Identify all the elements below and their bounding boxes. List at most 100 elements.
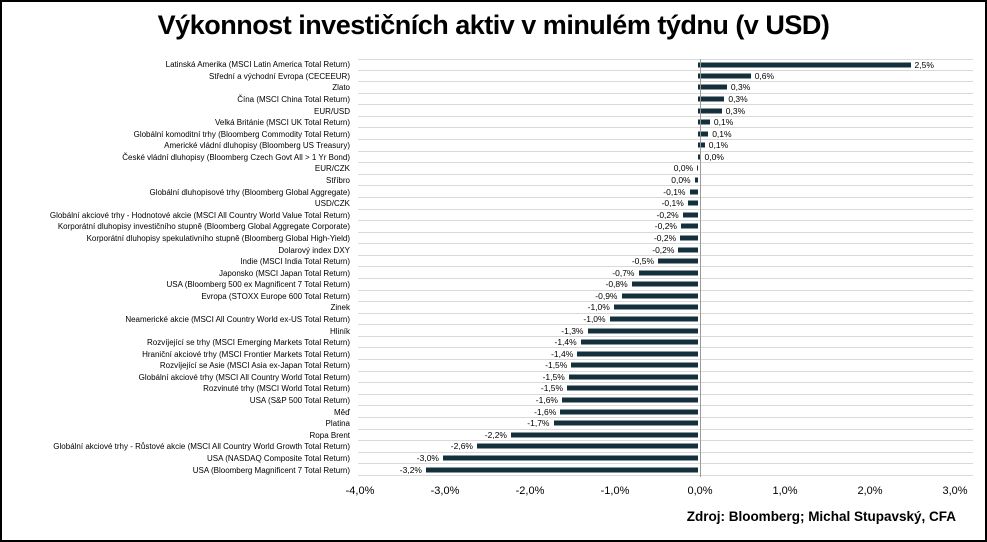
category-label: Dolarový index DXY bbox=[278, 245, 350, 255]
bar-row: Indie (MSCI India Total Return) -0,5% bbox=[30, 256, 975, 268]
category-label: Čína (MSCI China Total Return) bbox=[237, 95, 350, 105]
category-label: Střední a východní Evropa (CECEEUR) bbox=[209, 71, 350, 81]
value-label: -0,7% bbox=[612, 267, 635, 278]
data-bar bbox=[698, 96, 725, 102]
data-bar bbox=[698, 154, 701, 160]
data-bar bbox=[477, 443, 698, 449]
value-label: -1,7% bbox=[527, 418, 550, 429]
bar-row: USA (S&P 500 Total Return) -1,6% bbox=[30, 395, 975, 407]
bar-row: Evropa (STOXX Europe 600 Total Return) -0… bbox=[30, 291, 975, 303]
plot-cell: -2,2% bbox=[358, 430, 973, 442]
plot-cell: -1,5% bbox=[358, 360, 973, 372]
category-label: Americké vládní dluhopisy (Bloomberg US … bbox=[164, 141, 350, 151]
bar-row: Zinek -1,0% bbox=[30, 302, 975, 314]
plot-cell: -0,2% bbox=[358, 221, 973, 233]
category-label: USA (Bloomberg Magnificent 7 Total Retur… bbox=[192, 465, 350, 475]
x-axis-tick: -4,0% bbox=[345, 485, 375, 497]
data-bar bbox=[426, 467, 698, 473]
value-label: -1,0% bbox=[587, 302, 610, 313]
data-bar bbox=[443, 455, 698, 461]
value-label: -3,2% bbox=[399, 464, 422, 475]
bar-row: USD/CZK -0,1% bbox=[30, 198, 975, 210]
plot-cell: 0,1% bbox=[358, 128, 973, 141]
bar-row: Měď -1,6% bbox=[30, 406, 975, 418]
data-bar bbox=[621, 293, 698, 299]
plot-cell: -3,0% bbox=[358, 453, 973, 465]
bar-row: Globální akciové trhy - Hodnotové akcie … bbox=[30, 210, 975, 222]
bar-row: Rozvíjející se Asie (MSCI Asia ex-Japan … bbox=[30, 360, 975, 372]
x-axis-tick: 2,0% bbox=[857, 485, 883, 497]
value-label: -1,3% bbox=[561, 325, 584, 336]
category-label: Platina bbox=[325, 419, 350, 429]
value-label: 0,0% bbox=[704, 151, 724, 162]
data-bar bbox=[560, 409, 698, 415]
category-label: Globální akciové trhy - Růstové akcie (M… bbox=[53, 442, 350, 452]
bar-row: Dolarový index DXY -0,2% bbox=[30, 244, 975, 256]
bar-row: Latinská Amerika (MSCI Latin America Tot… bbox=[30, 59, 975, 71]
data-bar bbox=[580, 339, 698, 345]
plot-cell: 0,3% bbox=[358, 94, 973, 106]
plot-cell: -0,9% bbox=[358, 291, 973, 303]
value-label: -1,0% bbox=[583, 314, 606, 324]
plot-cell: 0,0% bbox=[358, 152, 973, 164]
data-bar bbox=[698, 84, 727, 90]
zero-axis-line bbox=[700, 59, 701, 477]
plot-cell: -0,1% bbox=[358, 198, 973, 210]
data-bar bbox=[698, 119, 710, 125]
data-bar bbox=[698, 73, 751, 79]
category-label: Globální akciové trhy - Hodnotové akcie … bbox=[49, 210, 350, 220]
data-bar bbox=[680, 235, 698, 241]
category-label: Indie (MSCI India Total Return) bbox=[240, 257, 350, 267]
value-label: -0,2% bbox=[654, 221, 677, 232]
data-bar bbox=[687, 200, 698, 206]
value-label: -1,5% bbox=[542, 371, 565, 382]
plot-cell: -1,6% bbox=[358, 395, 973, 407]
bar-row: Globální akciové trhy (MSCI All Country … bbox=[30, 372, 975, 384]
value-label: 0,6% bbox=[754, 70, 775, 81]
plot-area: Latinská Amerika (MSCI Latin America Tot… bbox=[30, 59, 975, 476]
plot-cell: 0,6% bbox=[358, 71, 973, 83]
data-bar bbox=[631, 281, 698, 287]
category-label: Globální dluhopisové trhy (Bloomberg Glo… bbox=[149, 187, 350, 197]
category-label: Neamerické akcie (MSCI All Country World… bbox=[125, 315, 350, 324]
chart-title: Výkonnost investičních aktiv v minulém t… bbox=[157, 10, 830, 40]
category-label: Korporátní dluhopisy investičního stupně… bbox=[57, 222, 350, 232]
data-bar bbox=[698, 131, 709, 137]
bar-row: Hraniční akciové trhy (MSCI Frontier Mar… bbox=[30, 348, 975, 361]
bar-row: EUR/USD 0,3% bbox=[30, 105, 975, 117]
x-axis-tick: 1,0% bbox=[772, 485, 798, 497]
plot-cell: -0,8% bbox=[358, 279, 973, 291]
plot-cell: -1,6% bbox=[358, 406, 973, 418]
plot-cell: -1,0% bbox=[358, 314, 973, 326]
plot-cell: 2,5% bbox=[358, 59, 973, 71]
x-axis-tick: -2,0% bbox=[515, 485, 545, 497]
category-label: Zinek bbox=[330, 303, 350, 313]
data-bar bbox=[562, 397, 698, 403]
plot-cell: 0,0% bbox=[358, 163, 973, 175]
category-label: EUR/USD bbox=[313, 106, 350, 116]
bar-row: Rozvinuté trhy (MSCI World Total Return)… bbox=[30, 383, 975, 395]
bar-row: Americké vládní dluhopisy (Bloomberg US … bbox=[30, 140, 975, 152]
value-label: 0,0% bbox=[673, 163, 694, 174]
plot-cell: 0,3% bbox=[358, 82, 973, 94]
plot-cell: 0,3% bbox=[358, 105, 973, 117]
category-label: Ropa Brent bbox=[309, 430, 350, 440]
category-label: Hraniční akciové trhy (MSCI Frontier Mar… bbox=[142, 349, 350, 359]
data-bar bbox=[571, 362, 698, 368]
value-label: 0,1% bbox=[708, 140, 729, 151]
plot-cell: -1,0% bbox=[358, 302, 973, 314]
value-label: -0,1% bbox=[663, 186, 686, 197]
value-label: -1,5% bbox=[540, 383, 564, 394]
category-label: Hliník bbox=[329, 326, 350, 336]
value-label: -0,2% bbox=[652, 244, 675, 255]
bar-row: Globální akciové trhy - Růstové akcie (M… bbox=[30, 441, 975, 453]
plot-cell: -0,2% bbox=[358, 210, 973, 222]
category-label: Stříbro bbox=[325, 176, 350, 186]
category-label: Latinská Amerika (MSCI Latin America Tot… bbox=[165, 60, 350, 70]
data-bar bbox=[682, 212, 698, 218]
category-label: USD/CZK bbox=[314, 199, 350, 209]
plot-cell: -1,5% bbox=[358, 383, 973, 395]
plot-cell: 0,1% bbox=[358, 117, 973, 129]
data-bar bbox=[698, 62, 911, 68]
plot-cell: -1,4% bbox=[358, 337, 973, 349]
